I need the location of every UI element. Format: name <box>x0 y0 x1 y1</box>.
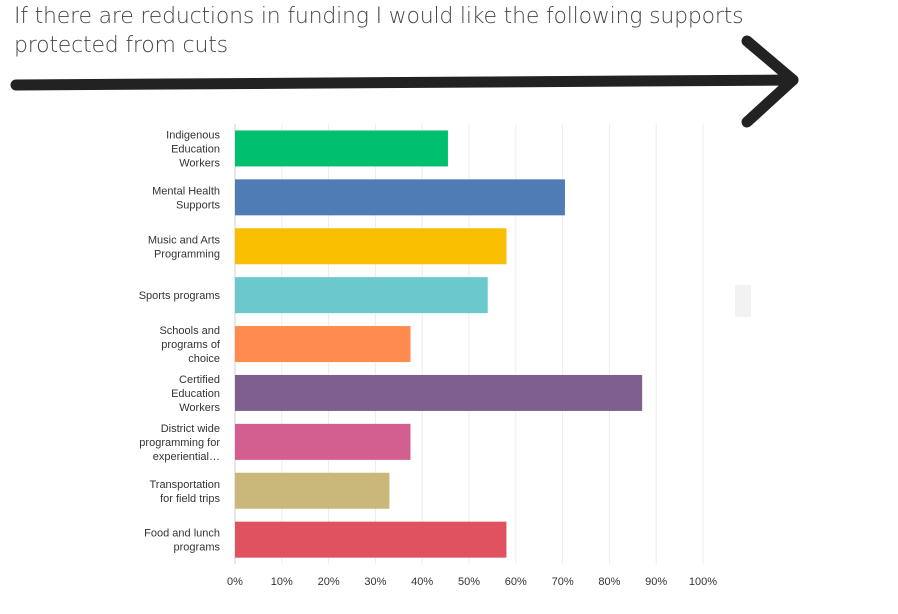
category-label: District wide <box>161 423 220 435</box>
category-label: Mental Health <box>152 185 220 197</box>
x-tick-label: 100% <box>689 576 717 588</box>
x-tick-label: 60% <box>505 576 527 588</box>
chart-title: If there are reductions in funding I wou… <box>14 4 744 58</box>
x-tick-label: 50% <box>458 576 480 588</box>
category-label: Food and lunch <box>144 528 220 540</box>
category-label: Workers <box>179 402 220 414</box>
category-label: Education <box>171 143 220 155</box>
category-label: Transportation <box>149 479 220 491</box>
category-label: programs of <box>161 339 221 351</box>
category-label: Programming <box>154 248 220 260</box>
x-tick-label: 90% <box>645 576 667 588</box>
category-label: Music and Arts <box>148 234 221 246</box>
x-tick-label: 0% <box>227 576 243 588</box>
category-label: programs <box>174 542 221 554</box>
bar[interactable] <box>235 423 411 460</box>
x-tick-label: 80% <box>598 576 620 588</box>
bar[interactable] <box>235 179 565 216</box>
bar[interactable] <box>235 130 448 167</box>
category-label: Indigenous <box>166 129 220 141</box>
bar[interactable] <box>235 472 390 509</box>
category-label: Certified <box>179 374 220 386</box>
arrow-shaft <box>10 74 799 91</box>
bar[interactable] <box>235 228 507 265</box>
bar[interactable] <box>235 326 411 363</box>
category-label: programming for <box>139 437 220 449</box>
arrow-head <box>741 35 799 128</box>
scroll-handle[interactable] <box>735 285 751 317</box>
bar[interactable] <box>235 277 488 314</box>
x-tick-label: 30% <box>364 576 386 588</box>
x-tick-label: 10% <box>271 576 293 588</box>
category-label: Sports programs <box>139 290 221 302</box>
category-label: choice <box>188 353 220 365</box>
x-tick-label: 40% <box>411 576 433 588</box>
category-label: experiential… <box>153 451 220 463</box>
category-label: Education <box>171 388 220 400</box>
x-tick-label: 20% <box>318 576 340 588</box>
x-tick-label: 70% <box>552 576 574 588</box>
category-label: for field trips <box>160 493 220 505</box>
category-label: Supports <box>176 199 221 211</box>
bar[interactable] <box>235 374 643 411</box>
bar[interactable] <box>235 521 507 558</box>
category-label: Schools and <box>159 325 220 337</box>
category-label: Workers <box>179 157 220 169</box>
